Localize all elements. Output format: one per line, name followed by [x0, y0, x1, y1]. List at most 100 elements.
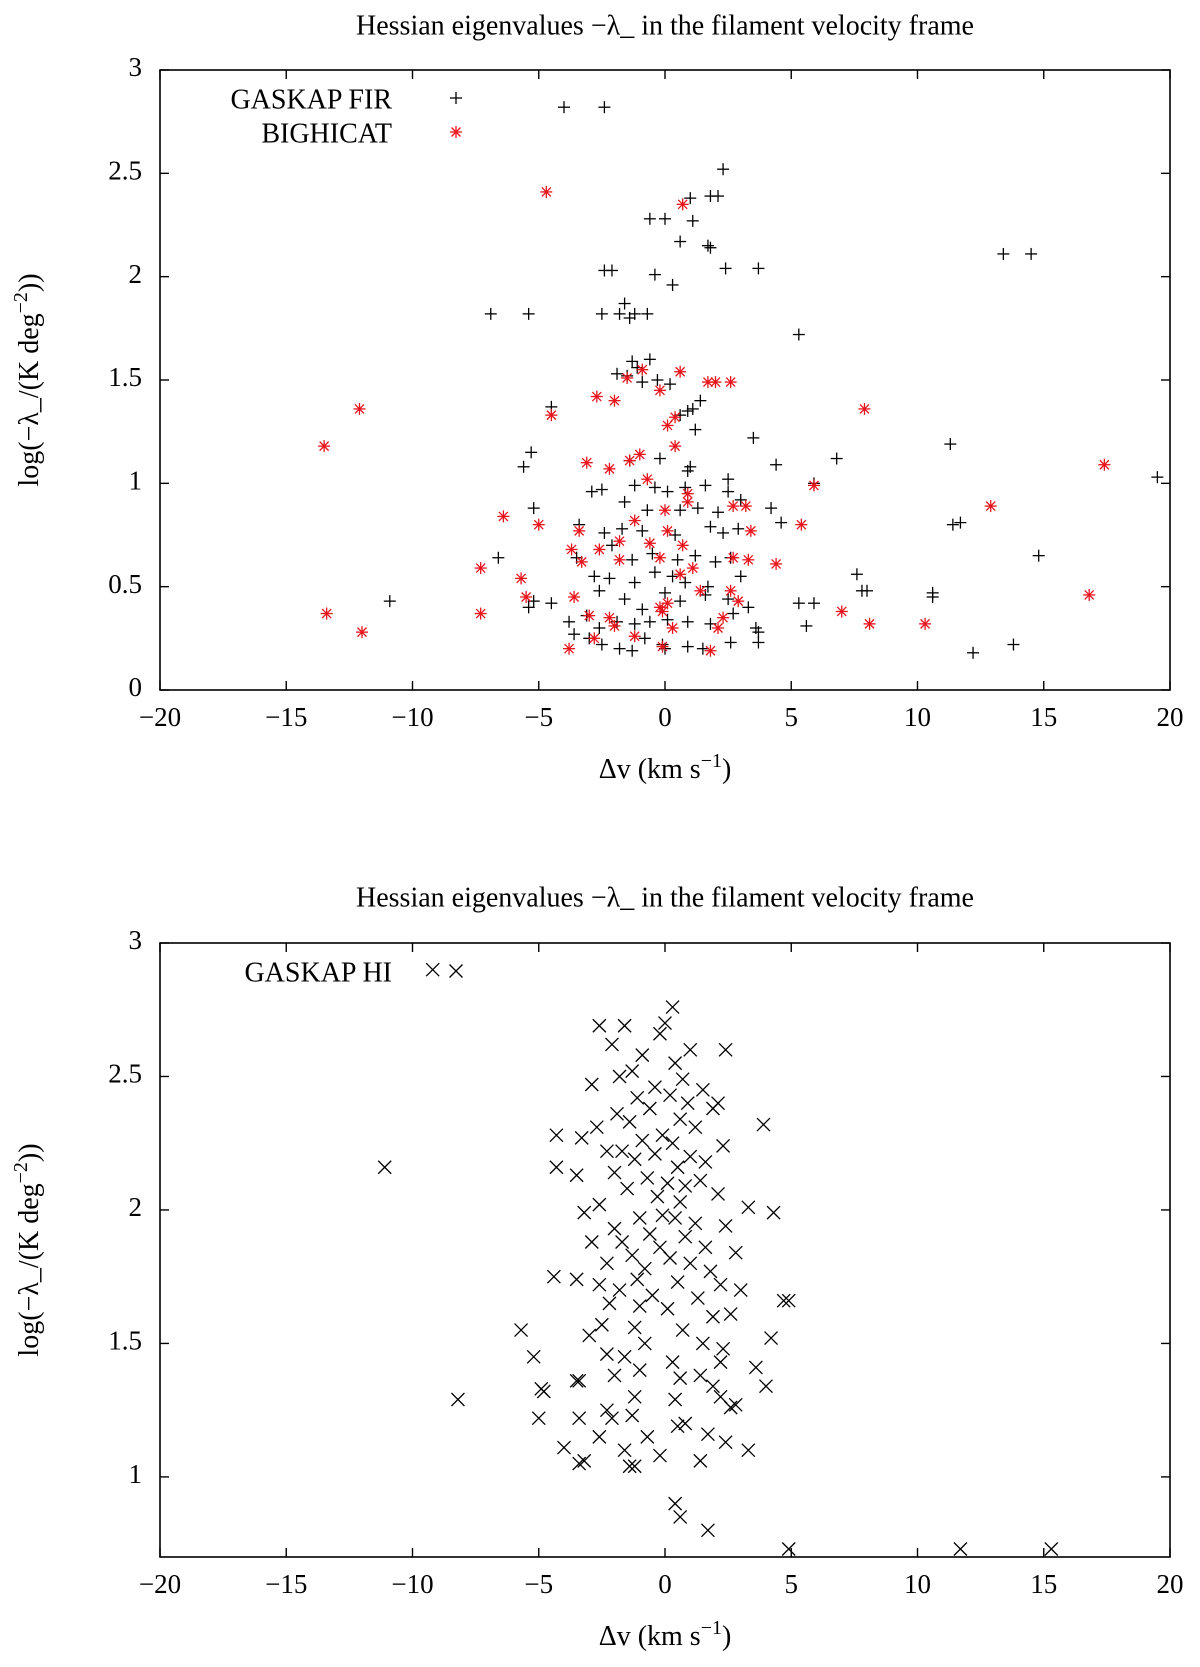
- data-point: [425, 962, 440, 977]
- x-tick-label: −20: [139, 702, 181, 732]
- data-point: [648, 566, 661, 579]
- data-point: [686, 562, 699, 575]
- data-point: [747, 431, 760, 444]
- data-point: [732, 595, 745, 608]
- data-point: [766, 1205, 781, 1220]
- data-point: [698, 1154, 713, 1169]
- data-point: [744, 524, 757, 537]
- x-tick-label: −10: [391, 702, 433, 732]
- data-point: [752, 636, 765, 649]
- data-point: [626, 644, 639, 657]
- data-point: [632, 1299, 647, 1314]
- x-tick-label: −15: [265, 1569, 307, 1599]
- data-point: [711, 1186, 725, 1201]
- data-point: [850, 568, 863, 581]
- data-point: [1044, 1542, 1059, 1556]
- data-point: [781, 1542, 796, 1556]
- data-point: [540, 185, 553, 198]
- data-point: [668, 1496, 683, 1511]
- data-point: [572, 1373, 587, 1388]
- data-point: [563, 642, 576, 655]
- data-point: [1032, 549, 1045, 562]
- data-point: [527, 502, 540, 515]
- chart-title: Hessian eigenvalues −λ_ in the filament …: [356, 10, 974, 41]
- data-point: [706, 1379, 720, 1394]
- data-point: [722, 593, 735, 606]
- data-point: [669, 440, 682, 453]
- data-point: [723, 1400, 738, 1415]
- data-point: [953, 1542, 968, 1556]
- legend-label: GASKAP HI: [244, 957, 392, 988]
- data-point: [497, 510, 510, 523]
- data-point: [660, 1176, 675, 1191]
- data-point: [617, 1018, 632, 1033]
- data-point: [701, 239, 714, 252]
- data-point: [635, 1048, 650, 1063]
- data-point: [641, 473, 654, 486]
- data-point: [668, 1211, 683, 1225]
- data-point: [484, 307, 497, 320]
- y-tick-label: 2.5: [108, 1059, 142, 1089]
- data-point: [653, 551, 666, 564]
- data-point: [661, 524, 674, 537]
- data-point: [613, 642, 626, 655]
- data-point: [520, 591, 533, 603]
- data-point: [569, 1168, 584, 1183]
- chart-title: Hessian eigenvalues −λ_ in the filament …: [356, 882, 974, 913]
- data-point: [575, 555, 588, 568]
- data-point: [984, 500, 997, 513]
- data-point: [704, 520, 717, 533]
- data-point: [474, 562, 487, 575]
- data-point: [673, 1194, 688, 1209]
- data-point: [698, 1240, 713, 1255]
- data-point: [954, 516, 967, 529]
- data-point: [666, 278, 679, 291]
- data-point: [1151, 471, 1164, 484]
- data-point: [752, 626, 765, 639]
- data-point: [734, 570, 747, 583]
- data-point: [607, 1221, 622, 1236]
- data-point: [835, 605, 848, 618]
- data-point: [536, 1384, 551, 1399]
- data-point: [696, 642, 709, 655]
- data-point: [595, 483, 608, 496]
- y-axis-label: log(−λ_/(K deg−2)): [10, 1143, 45, 1356]
- data-point: [628, 630, 641, 643]
- x-tick-label: 0: [658, 702, 672, 732]
- y-tick-label: 0.5: [108, 569, 142, 599]
- data-point: [678, 1416, 693, 1431]
- data-point: [748, 1360, 763, 1375]
- legend-marker: [450, 126, 462, 138]
- data-point: [807, 479, 820, 492]
- data-point: [625, 1248, 640, 1263]
- data-point: [1007, 638, 1020, 651]
- data-point: [673, 1371, 688, 1386]
- data-point: [618, 297, 631, 310]
- data-point: [549, 1160, 564, 1175]
- data-point: [724, 376, 737, 389]
- data-point: [492, 551, 505, 564]
- data-point: [713, 1277, 728, 1292]
- data-point: [353, 402, 366, 415]
- data-point: [765, 502, 778, 515]
- data-point: [684, 192, 697, 205]
- data-point: [650, 1189, 665, 1204]
- data-point: [792, 597, 805, 610]
- data-point: [792, 328, 805, 341]
- data-point: [946, 518, 959, 531]
- data-point: [569, 1373, 584, 1388]
- data-point: [1083, 588, 1096, 601]
- data-point: [734, 493, 747, 506]
- data-point: [593, 543, 606, 556]
- data-point: [1025, 247, 1038, 260]
- data-point: [661, 613, 674, 626]
- data-point: [583, 609, 596, 622]
- data-point: [723, 1307, 738, 1322]
- data-point: [741, 1200, 756, 1215]
- data-point: [668, 1056, 683, 1071]
- data-point: [722, 473, 735, 486]
- data-point: [718, 1042, 733, 1057]
- data-point: [580, 456, 593, 469]
- data-point: [691, 502, 704, 515]
- y-tick-label: 1.5: [108, 362, 142, 392]
